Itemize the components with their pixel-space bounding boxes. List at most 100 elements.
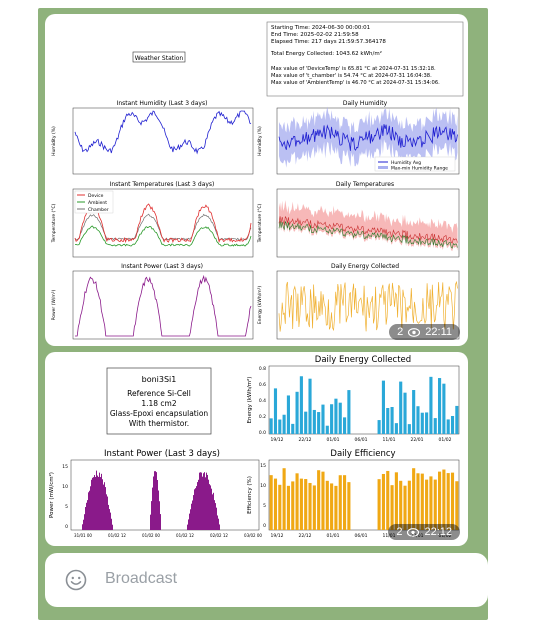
power-burst-bar	[191, 503, 192, 530]
power-burst-bar	[207, 474, 208, 530]
energy-x-tick: 22/01	[411, 437, 424, 443]
energy-y-tick: 0.6	[259, 382, 266, 388]
power-burst-bar	[215, 503, 216, 530]
title-instant-power: Instant Power (Last 3 days)	[121, 263, 203, 270]
power-burst-bar	[156, 472, 157, 530]
energy-x-tick: 22/12	[299, 437, 312, 443]
ylabel-cell-energy: Energy (kWh/m²)	[246, 377, 253, 424]
power-x-tick: 01/02 12	[108, 533, 126, 538]
power-burst-bar	[194, 489, 195, 530]
power-burst-bar	[198, 479, 199, 530]
power-burst-bar	[218, 518, 219, 530]
efficiency-x-tick: 19/12	[271, 533, 284, 539]
energy-bar	[386, 408, 390, 434]
efficiency-bar	[321, 471, 325, 530]
power-burst-bar	[193, 495, 194, 530]
power-burst-bar	[208, 479, 209, 530]
power-y-tick: 10	[62, 484, 68, 490]
power-burst-bar	[188, 519, 189, 530]
efficiency-bars	[269, 468, 459, 530]
info-start: Starting Time: 2024-06-30 00:00:01	[271, 25, 370, 31]
power-burst-bar	[157, 480, 158, 530]
reference-cell-figure: boni3Si1 Reference Si-Cell 1.18 cm2 Glas…	[48, 355, 460, 539]
message-input-bar[interactable]: Broadcast	[45, 553, 488, 607]
efficiency-bar	[377, 479, 381, 530]
energy-bar	[312, 409, 316, 434]
power-burst-bar	[105, 487, 106, 530]
energy-bar	[420, 412, 424, 434]
efficiency-bar	[455, 481, 459, 530]
efficiency-x-tick: 22/01	[411, 533, 424, 539]
power-burst-bar	[153, 476, 154, 530]
weather-station-figure: Weather Station Starting Time: 2024-06-3…	[51, 21, 464, 340]
daily-energy-line	[278, 280, 458, 332]
energy-y-tick: 0.2	[259, 414, 266, 420]
energy-bar	[282, 414, 286, 434]
info-max-device: Max value of 'DeviceTemp' is 65.81 °C at…	[271, 66, 436, 72]
title-instant-temps: Instant Temperatures (Last 3 days)	[110, 181, 215, 188]
power-burst-bar	[103, 484, 104, 530]
power-burst-bar	[99, 472, 100, 530]
power-burst-bar	[197, 482, 198, 530]
title-cell-instant-power: Instant Power (Last 3 days)	[104, 449, 220, 459]
power-burst-bar	[155, 471, 156, 530]
power-burst-bar	[159, 501, 160, 530]
title-daily-energy: Daily Energy Collected	[331, 263, 399, 270]
message-time: 22:11	[425, 326, 452, 338]
power-burst-bar	[86, 502, 87, 530]
message-image-weather-station[interactable]: Weather Station Starting Time: 2024-06-3…	[45, 14, 468, 346]
power-burst-bar	[195, 488, 196, 530]
power-burst-bar	[205, 477, 206, 530]
power-x-tick: 01/02 12	[176, 533, 194, 538]
efficiency-bar	[338, 475, 342, 530]
power-burst-bar	[152, 487, 153, 530]
info-energy: Total Energy Collected: 1043.62 kWh/m²	[270, 50, 382, 57]
energy-bar	[291, 423, 295, 434]
efficiency-bar	[278, 484, 282, 530]
efficiency-bar	[442, 469, 446, 530]
power-burst-bar	[150, 514, 151, 530]
broadcast-input-placeholder[interactable]: Broadcast	[105, 570, 178, 587]
power-burst-bar	[100, 477, 101, 530]
energy-bar	[455, 405, 459, 434]
cell-type: Reference Si-Cell	[127, 389, 191, 398]
efficiency-bar	[450, 472, 455, 530]
efficiency-bar	[299, 478, 303, 530]
view-count: 2	[396, 526, 403, 538]
efficiency-bar	[273, 478, 278, 530]
title-instant-humidity: Instant Humidity (Last 3 days)	[117, 100, 208, 107]
power-burst-bar	[192, 500, 193, 530]
power-burst-bar	[102, 479, 103, 530]
energy-bar	[321, 404, 325, 434]
emoji-icon[interactable]	[65, 569, 87, 591]
energy-bar	[286, 395, 290, 434]
energy-bar	[433, 418, 437, 434]
power-x-tick: 01/02 00	[142, 533, 160, 538]
power-burst-bar	[96, 470, 97, 530]
power-x-tick: 02/02 12	[210, 533, 228, 538]
efficiency-x-tick: 11/01	[383, 533, 396, 539]
power-x-tick: 31/01 00	[74, 533, 92, 538]
view-count: 2	[397, 326, 404, 338]
power-burst-bar	[93, 477, 94, 530]
energy-bar	[269, 418, 273, 434]
ylabel-cell-efficiency: Efficiency (%)	[247, 476, 253, 514]
power-burst-bar	[90, 486, 91, 530]
efficiency-y-tick: 0	[263, 523, 266, 529]
temps-legend	[74, 190, 114, 214]
power-burst-bar	[94, 475, 95, 530]
message-image-reference-cell[interactable]: boni3Si1 Reference Si-Cell 1.18 cm2 Glas…	[45, 352, 468, 546]
power-burst-bar	[84, 514, 85, 530]
power-burst-bar	[216, 507, 217, 530]
plot-instant-power	[72, 270, 254, 340]
power-burst-bar	[206, 472, 207, 530]
energy-bar	[390, 407, 394, 434]
power-burst-bar	[82, 524, 83, 530]
power-burst-bar	[189, 513, 190, 530]
power-burst-bar	[158, 490, 159, 530]
energy-y-tick: 0.8	[259, 366, 266, 372]
plot-instant-humidity	[72, 107, 254, 175]
power-burst-bar	[109, 509, 110, 530]
power-burst-bar	[106, 494, 107, 530]
energy-bar	[377, 420, 381, 434]
